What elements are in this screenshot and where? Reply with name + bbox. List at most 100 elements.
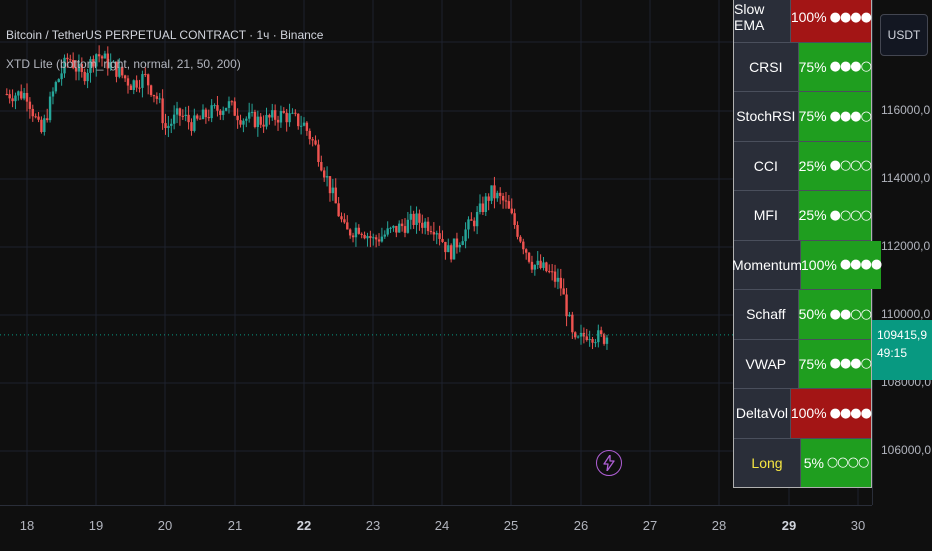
candle-body <box>478 203 482 213</box>
candle-body <box>57 79 60 83</box>
candle-body <box>279 111 283 123</box>
candle-body <box>129 85 133 90</box>
candle-body <box>377 239 381 242</box>
candle-body <box>496 192 499 199</box>
candle-body <box>224 107 228 111</box>
time-label: 19 <box>88 518 104 533</box>
indicator-percent: 5% <box>803 454 824 471</box>
candle-body <box>227 101 231 108</box>
indicator-row: CRSI 75% ●●●○ <box>734 42 872 92</box>
indicator-name: Schaff <box>734 290 799 339</box>
candle-body <box>196 115 199 119</box>
last-price: 109415,9 <box>877 328 928 342</box>
candle-body <box>599 330 603 335</box>
candle-body <box>146 74 150 86</box>
candle-body <box>418 213 421 223</box>
candle-body <box>20 91 23 99</box>
time-axis[interactable]: 18 19 20 21 22 23 24 25 26 27 28 29 30 <box>0 505 872 551</box>
indicator-row: Schaff 50% ●●○○ <box>734 290 872 340</box>
indicator-title[interactable]: XTD Lite (bottom_right, normal, 21, 50, … <box>6 57 241 71</box>
indicator-row: MFI 25% ●○○○ <box>734 191 872 241</box>
indicator-name: DeltaVol <box>734 389 791 438</box>
candle-body <box>45 118 49 121</box>
candle-body <box>164 123 167 129</box>
candle-body <box>574 332 577 338</box>
indicator-table: Slow EMA 100% ●●●● CRSI 75% ●●●○ StochRSI 75% ●●… <box>732 0 882 488</box>
candle-body <box>576 336 580 338</box>
strength-dots: ●●○○ <box>829 306 872 322</box>
candle-body <box>591 339 594 343</box>
candle-body <box>48 96 52 121</box>
strength-dots: ●●●○ <box>829 59 872 75</box>
candle-body <box>389 227 392 229</box>
price-label: 114000,0 <box>881 171 931 185</box>
candlestick-chart[interactable] <box>0 0 872 505</box>
symbol-title[interactable]: Bitcoin / TetherUS PERPETUAL CONTRACT · … <box>6 28 324 42</box>
indicator-row: CCI 25% ●○○○ <box>734 141 872 191</box>
candle-body <box>490 185 493 201</box>
candle-body <box>184 114 187 117</box>
candle-body <box>343 219 346 223</box>
candle-body <box>602 334 606 344</box>
candle-body <box>435 233 438 235</box>
candle-body <box>542 262 545 268</box>
candle-body <box>276 119 280 123</box>
lightning-bolt-icon[interactable] <box>596 450 622 476</box>
candle-body <box>386 228 389 235</box>
candle-body <box>351 235 355 238</box>
candle-body <box>190 122 193 131</box>
candle-body <box>80 63 84 72</box>
strength-dots: ●○○○ <box>829 207 872 223</box>
candle-body <box>282 111 286 113</box>
candle-body <box>210 105 213 119</box>
candle-body <box>155 96 159 99</box>
candle-body <box>213 105 216 107</box>
candle-body <box>204 109 208 118</box>
candle-body <box>115 61 118 77</box>
candle-body <box>86 72 89 82</box>
candle-body <box>14 95 17 102</box>
candle-body <box>475 212 479 227</box>
candle-body <box>383 234 386 237</box>
candle-body <box>106 53 109 69</box>
candle-body <box>51 91 55 97</box>
time-label: 21 <box>227 518 243 533</box>
candle-body <box>175 108 179 115</box>
candle-body <box>449 245 453 260</box>
candle-body <box>594 342 597 344</box>
indicator-row: Slow EMA 100% ●●●● <box>734 0 872 43</box>
candle-body <box>331 187 335 194</box>
indicator-percent: 75% <box>798 58 827 75</box>
indicator-name: Long <box>734 438 801 487</box>
candle-body <box>539 260 542 268</box>
candle-body <box>597 330 600 343</box>
candle-body <box>123 75 127 79</box>
candle-body <box>181 115 185 117</box>
candle-body <box>374 237 378 240</box>
candle-body <box>366 236 369 239</box>
candle-body <box>219 110 222 115</box>
candle-body <box>314 140 317 145</box>
candle-body <box>392 225 395 228</box>
indicator-row: DeltaVol 100% ●●●● <box>734 389 872 439</box>
candle-body <box>250 111 254 113</box>
candle-body <box>265 114 268 127</box>
indicator-percent: 75% <box>798 355 827 372</box>
price-label: 116000,0 <box>881 103 931 117</box>
candle-body <box>299 125 303 127</box>
candle-body <box>470 219 473 221</box>
candle-body <box>138 87 141 89</box>
candle-body <box>25 92 29 102</box>
candle-body <box>467 219 470 230</box>
candle-body <box>473 220 476 227</box>
candle-body <box>429 231 433 233</box>
candle-body <box>230 101 234 103</box>
candle-body <box>109 62 112 69</box>
indicator-value: 5% ○○○○ <box>801 438 871 487</box>
chart-area[interactable]: Bitcoin / TetherUS PERPETUAL CONTRACT · … <box>0 0 872 505</box>
bar-countdown: 49:15 <box>877 346 908 360</box>
currency-selector[interactable]: USDT <box>880 14 928 56</box>
strength-dots: ●●●● <box>829 9 872 25</box>
candle-body <box>516 224 519 237</box>
candle-body <box>395 225 398 233</box>
